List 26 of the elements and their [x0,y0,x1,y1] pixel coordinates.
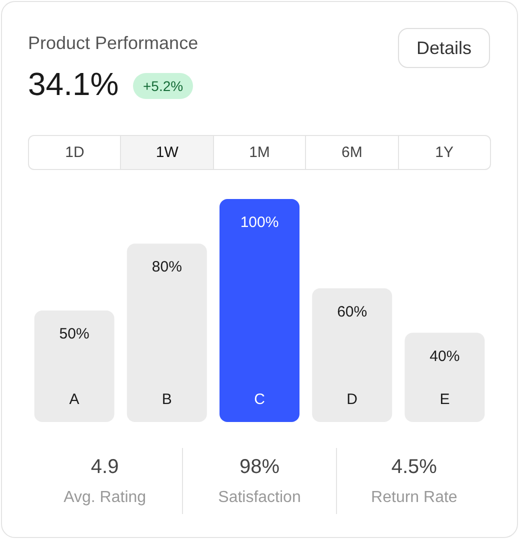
text: 98% [238,456,281,479]
data-label: 100% [240,214,279,232]
text: 4.5% [390,456,438,479]
chart-title: Product Performance [28,33,198,54]
text: 6M [305,136,398,169]
text: Satisfaction [217,489,302,507]
data-label: 60% [337,303,368,320]
text: 1M [212,136,306,169]
x-tick-label: D [346,391,358,408]
x-tick-label: E [440,391,450,408]
text: +5.2% [133,73,194,99]
text: Return Rate [370,489,458,507]
text: 1W [120,136,213,169]
data-label: 80% [152,258,182,276]
x-tick-label: B [162,391,172,408]
chart-subtitle: 34.1% [28,66,119,103]
text: 1Y [398,136,490,169]
text: Details [398,28,490,68]
text: 1D [64,143,86,163]
text: Avg. Rating [62,489,148,507]
x-tick-label: A [69,391,80,408]
x-tick-label: C [254,391,266,408]
text: 4.9 [90,456,120,479]
data-label: 40% [430,348,460,365]
bar [219,199,300,422]
data-label: 50% [59,326,90,343]
